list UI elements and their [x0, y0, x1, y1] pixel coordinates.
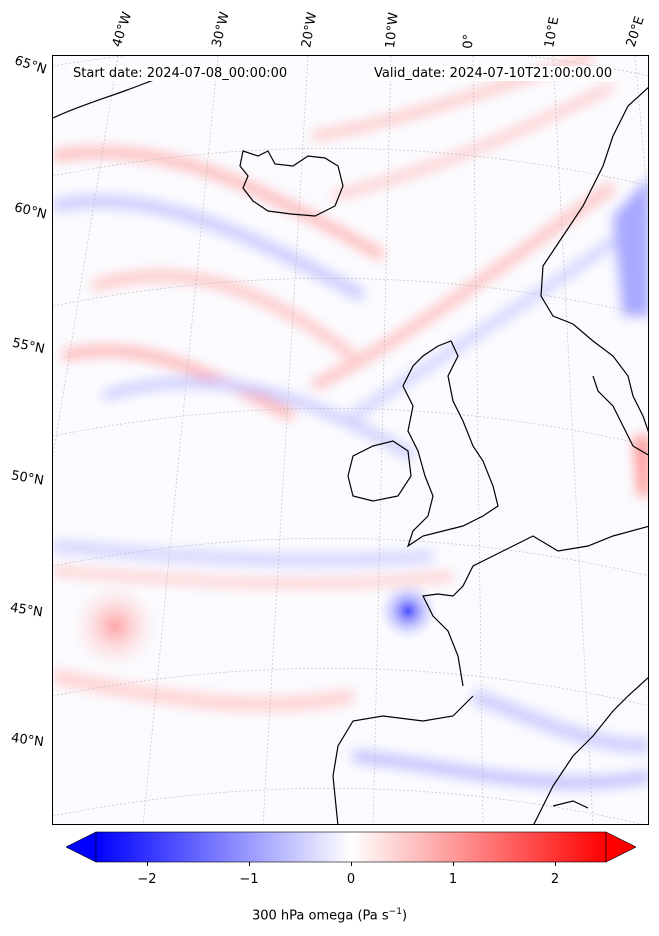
coast-norway: [540, 87, 648, 433]
lon-label-20e: 20°E: [623, 14, 648, 50]
lat-label-55n: 55°N: [10, 335, 46, 358]
red-blob: [70, 581, 160, 671]
colorbar-label-exponent: −1: [388, 907, 402, 917]
start-date-text: Start date: 2024-07-08_00:00:00: [71, 66, 290, 81]
colorbar-label-suffix: ): [401, 908, 408, 924]
omega-field-map: [53, 56, 648, 824]
colorbar-extend-min: [65, 831, 97, 863]
colorbar-tick-1: 1: [448, 872, 458, 887]
lon-label-0: 0°: [461, 33, 477, 49]
coast-iberia: [332, 695, 474, 824]
coast-ireland: [347, 440, 412, 502]
colorbar-tickmark-1: [453, 862, 454, 866]
lon-label-20w: 20°W: [299, 11, 321, 50]
graticule: [53, 56, 648, 824]
lat-label-45n: 45°N: [9, 600, 44, 621]
colorbar-tickmark-2: [555, 862, 556, 866]
coast-mediterranean: [533, 677, 648, 824]
lon-label-10w: 10°W: [383, 11, 402, 50]
lat-label-40n: 40°N: [10, 730, 45, 751]
coast-balearic: [552, 800, 589, 809]
colorbar-tickmark-neg2: [147, 862, 148, 866]
lat-label-60n: 60°N: [12, 200, 49, 223]
valid-date-text: Valid_date: 2024-07-10T21:00:00.00: [372, 66, 615, 81]
colorbar-tick-neg2: −2: [137, 872, 157, 887]
lon-label-40w: 40°W: [109, 10, 136, 49]
coast-france: [422, 525, 648, 687]
colorbar-extend-max: [605, 831, 637, 863]
map-panel: [52, 55, 649, 825]
colorbar-tick-0: 0: [346, 872, 356, 887]
coastlines: [53, 65, 648, 824]
lon-label-30w: 30°W: [209, 10, 233, 49]
lat-label-65n: 65°N: [12, 53, 49, 78]
omega-field-patterns: [53, 56, 648, 789]
colorbar-label-prefix: 300 hPa omega (Pa s: [251, 908, 389, 924]
coast-great-britain: [402, 340, 499, 548]
colorbar-tickmark-0: [351, 862, 352, 866]
colorbar: [65, 831, 637, 863]
colorbar-tick-neg1: −1: [239, 872, 259, 887]
coast-sweden: [592, 375, 648, 456]
map-background: [53, 56, 648, 824]
colorbar-gradient: [95, 831, 607, 863]
colorbar-tickmark-neg1: [249, 862, 250, 866]
colorbar-label: 300 hPa omega (Pa s−1): [0, 907, 659, 923]
lon-label-10e: 10°E: [542, 15, 563, 49]
colorbar-tick-2: 2: [550, 872, 560, 887]
lat-label-50n: 50°N: [9, 468, 45, 489]
coast-iceland: [239, 150, 344, 217]
colorbar-svg: [65, 831, 637, 863]
blue-blob: [378, 581, 438, 641]
